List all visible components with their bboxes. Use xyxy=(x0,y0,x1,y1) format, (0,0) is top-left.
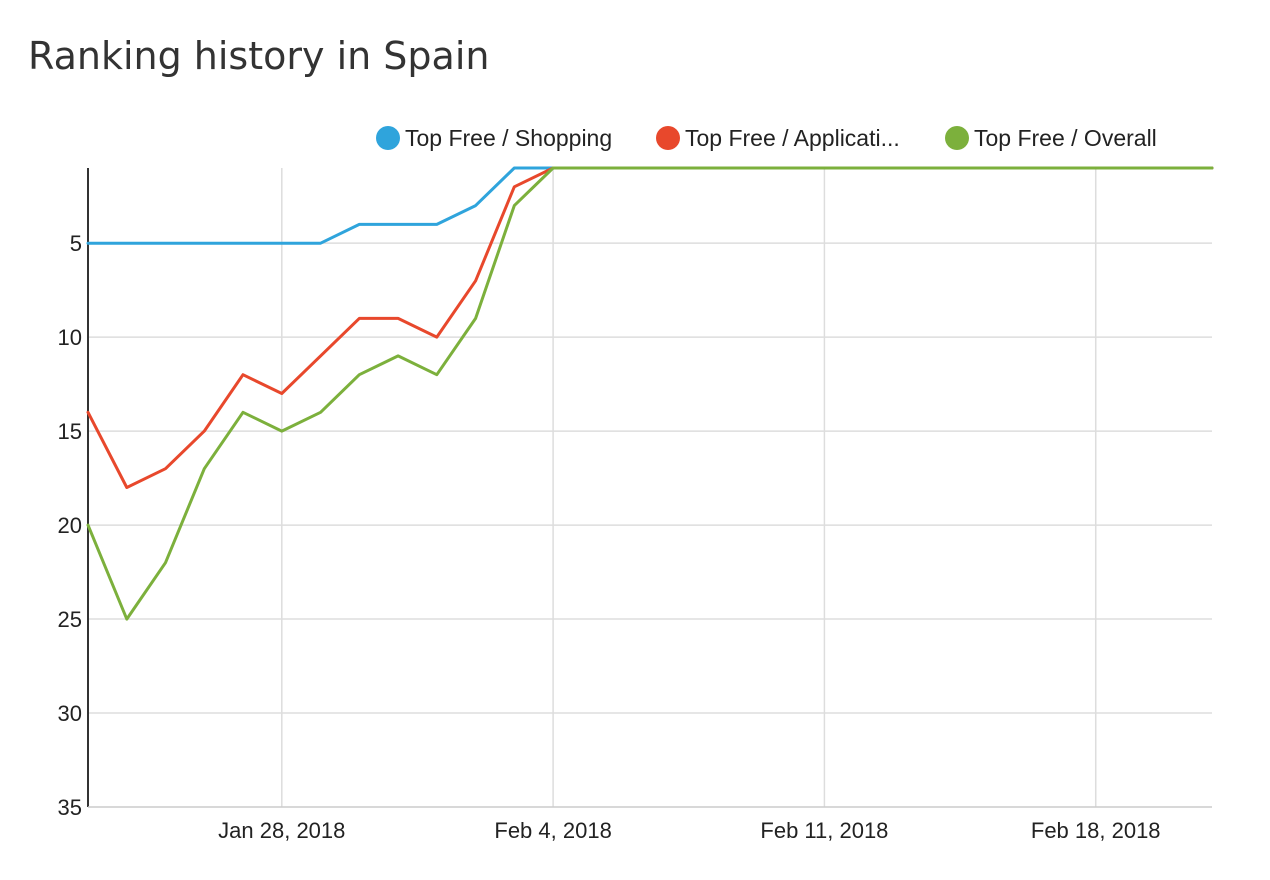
legend-item: Top Free / Shopping xyxy=(376,125,612,151)
x-tick-label: Feb 18, 2018 xyxy=(1031,818,1161,843)
axes: 5 10 15 20 25 30 35 Jan 28, 2018 Feb 4, 2018 Feb … xyxy=(58,168,1212,843)
series-lines xyxy=(86,166,1214,621)
grid xyxy=(88,168,1212,807)
y-tick-label: 25 xyxy=(58,607,82,632)
y-tick-label: 15 xyxy=(58,419,82,444)
legend-marker xyxy=(945,126,969,150)
series-line-2 xyxy=(86,166,1214,489)
legend-marker xyxy=(376,126,400,150)
x-tick-label: Feb 4, 2018 xyxy=(494,818,611,843)
legend-marker xyxy=(656,126,680,150)
y-tick-label: 20 xyxy=(58,513,82,538)
legend-label: Top Free / Overall xyxy=(974,125,1157,151)
legend-label: Top Free / Shopping xyxy=(405,125,612,151)
legend-item: Top Free / Overall xyxy=(945,125,1157,151)
chart-title: Ranking history in Spain xyxy=(28,34,490,78)
y-tick-label: 10 xyxy=(58,325,82,350)
legend-label: Top Free / Applicati... xyxy=(685,125,900,151)
y-tick-label: 5 xyxy=(70,231,82,256)
series-line-3 xyxy=(86,166,1214,621)
x-tick-label: Feb 11, 2018 xyxy=(760,818,888,843)
series-line-1 xyxy=(86,166,1214,245)
legend: Top Free / Shopping Top Free / Applicati.… xyxy=(376,125,1157,151)
legend-item: Top Free / Applicati... xyxy=(656,125,900,151)
y-tick-label: 35 xyxy=(58,795,82,820)
y-tick-label: 30 xyxy=(58,701,82,726)
x-tick-label: Jan 28, 2018 xyxy=(218,818,345,843)
